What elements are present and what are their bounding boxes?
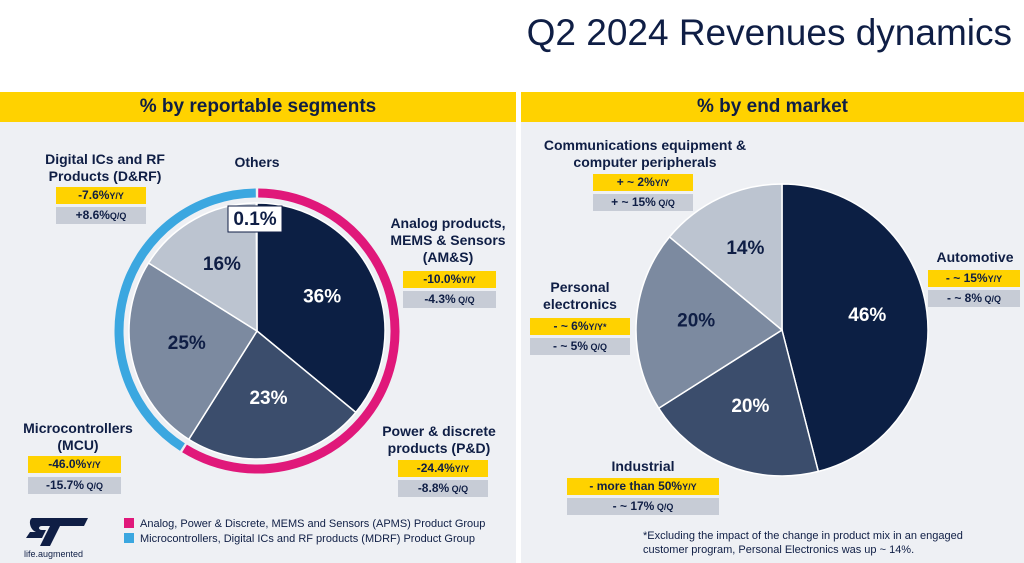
mkt-slice-0 <box>781 183 929 473</box>
label-comm: Communications equipment & computer peri… <box>543 137 747 170</box>
label-auto: Automotive <box>936 249 1014 265</box>
ring-apms <box>182 188 400 474</box>
seg-value-label-1: 23% <box>249 388 287 409</box>
pe-yy: - ~ 6%Y/Y* <box>530 318 630 335</box>
legend-mdrf-swatch <box>124 533 134 543</box>
legend-mdrf: Microcontrollers, Digital ICs and RF pro… <box>124 533 475 545</box>
page-title: Q2 2024 Revenues dynamics <box>526 12 1012 53</box>
pe-qq: - ~ 5% Q/Q <box>530 338 630 355</box>
st-logo-icon: ST <box>26 518 88 546</box>
mkt-value-label-1: 20% <box>731 396 769 417</box>
seg-value-label-3: 16% <box>203 254 241 275</box>
mkt-value-label-0: 46% <box>848 305 886 326</box>
drf-qq: +8.6%Q/Q <box>56 207 146 224</box>
seg-value-label-4: 0.1% <box>233 209 276 230</box>
mcu-yy: -46.0%Y/Y <box>28 456 121 473</box>
mkt-slice-1 <box>657 328 820 477</box>
legend-apms-swatch <box>124 518 134 528</box>
pd-qq: -8.8% Q/Q <box>398 480 488 497</box>
seg-label-box-4 <box>227 205 283 233</box>
ind-yy: - more than 50%Y/Y <box>567 478 719 495</box>
legend-apms: Analog, Power & Discrete, MEMS and Senso… <box>124 518 485 530</box>
comm-yy: + ~ 2%Y/Y <box>593 174 693 191</box>
label-pe: Personal electronics <box>543 279 617 312</box>
ind-qq: - ~ 17% Q/Q <box>567 498 719 515</box>
mkt-slice-3 <box>668 183 783 332</box>
end-market-banner: % by end market <box>521 92 1024 122</box>
label-pd: Power & discrete products (P&D) <box>382 423 496 456</box>
footnote: *Excluding the impact of the change in p… <box>643 530 963 556</box>
mkt-value-label-3: 14% <box>726 238 764 259</box>
seg-slice-3 <box>147 202 258 333</box>
pd-yy: -24.4%Y/Y <box>398 460 488 477</box>
mcu-qq: -15.7% Q/Q <box>28 477 121 494</box>
ring-mdrf <box>114 188 256 451</box>
segments-banner: % by reportable segments <box>0 92 516 122</box>
label-others: Others <box>234 154 280 170</box>
label-drf: Digital ICs and RF Products (D&RF) <box>45 151 165 184</box>
label-ind: Industrial <box>611 458 675 474</box>
ams-yy: -10.0%Y/Y <box>403 271 496 288</box>
comm-qq: + ~ 15% Q/Q <box>593 194 693 211</box>
auto-yy: - ~ 15%Y/Y <box>928 270 1020 287</box>
mkt-value-label-2: 20% <box>677 311 715 332</box>
mkt-slice-2 <box>635 235 784 410</box>
seg-slice-1 <box>187 329 357 460</box>
seg-slice-0 <box>256 202 386 414</box>
seg-slice-2 <box>128 261 259 441</box>
tagline: life.augmented <box>24 549 84 559</box>
drf-yy: -7.6%Y/Y <box>56 187 146 204</box>
seg-value-label-0: 36% <box>303 286 341 307</box>
seg-value-label-2: 25% <box>168 333 206 354</box>
ams-qq: -4.3% Q/Q <box>403 291 496 308</box>
auto-qq: - ~ 8% Q/Q <box>928 290 1020 307</box>
label-ams: Analog products, MEMS & Sensors (AM&S) <box>390 215 506 265</box>
label-mcu: Microcontrollers (MCU) <box>23 420 133 453</box>
